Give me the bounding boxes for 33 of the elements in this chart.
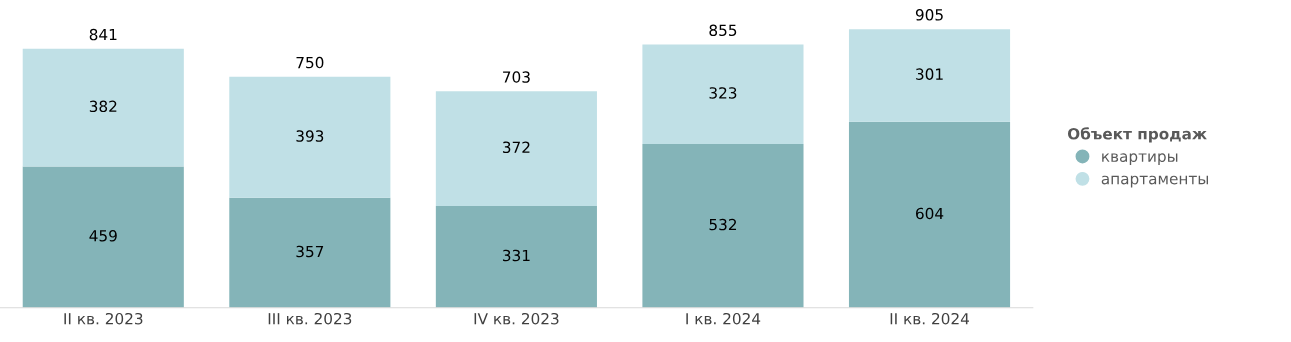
x-tick-label: II кв. 2023: [64, 312, 143, 325]
data-label: 604: [916, 207, 944, 220]
bar: [642, 44, 804, 144]
data-label: 532: [709, 218, 737, 231]
data-label: 459: [89, 230, 117, 242]
data-label: 372: [502, 141, 530, 154]
legend-label: квартиры: [1102, 153, 1178, 165]
bar: [435, 91, 597, 206]
total-label: 855: [709, 24, 737, 37]
x-tick-label: II кв. 2024: [890, 312, 970, 325]
data-label: 357: [296, 245, 324, 258]
x-tick-label: I кв. 2024: [686, 312, 761, 325]
bar: [22, 166, 184, 308]
data-label: 323: [709, 87, 737, 99]
bar: [435, 205, 597, 308]
bar: [848, 29, 1011, 122]
total-label: 750: [296, 56, 324, 69]
data-label: 382: [89, 100, 117, 113]
x-tick-label: IV кв. 2023: [474, 312, 559, 325]
total-label: 703: [503, 71, 530, 83]
data-label: 301: [916, 68, 943, 80]
bar: [22, 48, 184, 167]
total-label: 905: [915, 9, 943, 21]
bar: [642, 143, 804, 308]
bar: [229, 76, 391, 198]
legend-label: апартаменты: [1101, 175, 1208, 188]
legend-title: Объект продаж: [1067, 127, 1207, 143]
data-label: 393: [296, 130, 324, 142]
data-label: 331: [502, 249, 530, 262]
total-label: 841: [89, 28, 117, 41]
bar: [848, 121, 1011, 308]
bar: [229, 197, 391, 308]
x-tick-label: III кв. 2023: [268, 312, 352, 325]
